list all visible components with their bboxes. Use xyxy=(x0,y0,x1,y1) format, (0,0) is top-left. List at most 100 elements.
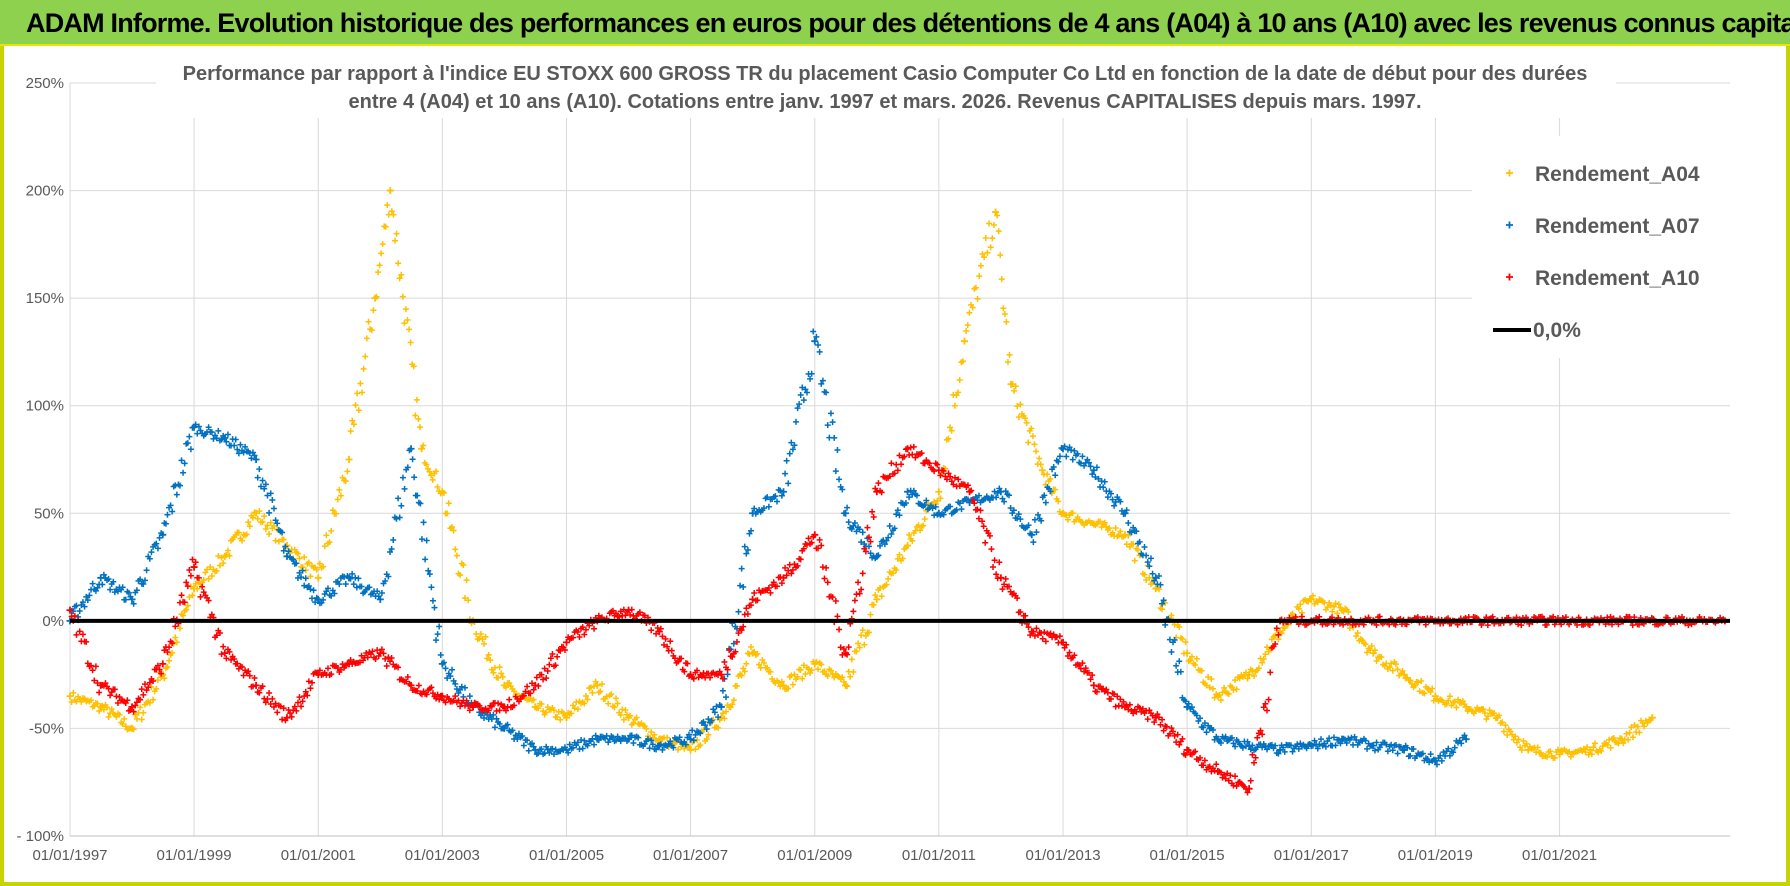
y-tick-label: 250% xyxy=(26,75,64,92)
header-title: ADAM Informe. Evolution historique des p… xyxy=(26,8,1790,38)
data-point xyxy=(1028,425,1035,432)
data-point xyxy=(943,476,950,483)
data-point xyxy=(741,543,748,550)
data-point xyxy=(544,667,551,674)
data-point xyxy=(995,228,1002,235)
data-point xyxy=(187,446,194,453)
data-point xyxy=(1416,688,1423,695)
data-point xyxy=(571,705,578,712)
data-point xyxy=(1047,630,1054,637)
data-point xyxy=(690,737,697,744)
data-point xyxy=(440,489,447,496)
data-point xyxy=(1081,668,1088,675)
data-point xyxy=(856,644,863,651)
data-point xyxy=(1089,471,1096,478)
data-point xyxy=(791,561,798,568)
data-point xyxy=(504,721,511,728)
data-point xyxy=(374,588,381,595)
data-point xyxy=(1003,318,1010,325)
data-point xyxy=(1604,741,1611,748)
data-point xyxy=(574,739,581,746)
data-point xyxy=(1636,729,1643,736)
data-point xyxy=(1074,450,1081,457)
data-point xyxy=(901,453,908,460)
data-point xyxy=(563,638,571,646)
data-point xyxy=(598,681,605,688)
data-point xyxy=(1644,719,1651,726)
data-point xyxy=(218,554,225,561)
data-point xyxy=(1264,746,1271,753)
data-point xyxy=(1309,592,1316,599)
data-point xyxy=(1193,655,1200,662)
data-point xyxy=(823,564,830,571)
data-point xyxy=(937,495,944,502)
data-point xyxy=(1058,444,1065,451)
data-point xyxy=(582,626,589,633)
data-point xyxy=(1433,761,1440,768)
data-point xyxy=(1544,753,1551,760)
data-point xyxy=(409,456,416,463)
data-point xyxy=(1316,613,1323,620)
data-point xyxy=(780,681,788,689)
data-point xyxy=(187,572,194,579)
data-point xyxy=(251,452,258,459)
data-point xyxy=(231,442,238,449)
data-point xyxy=(541,665,548,672)
data-point xyxy=(1064,653,1071,660)
data-point xyxy=(491,724,498,731)
data-point xyxy=(984,249,991,256)
data-point xyxy=(1208,768,1215,775)
data-point xyxy=(894,467,901,474)
data-point xyxy=(1149,570,1156,577)
data-point xyxy=(1264,707,1271,714)
data-point xyxy=(682,741,689,748)
data-point xyxy=(189,592,196,599)
data-point xyxy=(1029,433,1036,440)
data-point xyxy=(546,661,553,668)
data-point xyxy=(692,746,699,753)
data-point xyxy=(251,674,258,681)
data-point xyxy=(1534,744,1541,751)
data-point xyxy=(902,500,909,507)
data-point xyxy=(780,488,788,496)
data-point xyxy=(499,673,506,680)
data-point xyxy=(272,517,279,524)
data-point xyxy=(208,572,215,579)
data-point xyxy=(986,532,993,539)
data-point xyxy=(1462,735,1470,743)
data-point xyxy=(336,486,343,493)
data-point xyxy=(855,579,862,586)
data-point xyxy=(329,507,336,514)
data-point xyxy=(694,667,701,674)
grid xyxy=(69,82,1730,837)
data-point xyxy=(1128,529,1135,536)
data-point xyxy=(1430,756,1437,763)
data-point xyxy=(1125,532,1132,539)
data-point xyxy=(1154,711,1161,718)
data-point xyxy=(1407,677,1414,684)
data-point xyxy=(376,595,384,603)
data-point xyxy=(1014,403,1021,410)
data-point xyxy=(1249,751,1256,758)
data-point xyxy=(1262,700,1269,707)
data-point xyxy=(1335,736,1342,743)
data-point xyxy=(1368,742,1375,749)
data-point xyxy=(1255,665,1262,672)
data-point xyxy=(867,538,874,545)
data-point xyxy=(886,473,893,480)
data-point xyxy=(948,427,955,434)
data-point xyxy=(1419,750,1426,757)
data-point xyxy=(889,570,896,577)
data-point xyxy=(305,559,312,566)
data-point xyxy=(827,667,834,674)
data-point xyxy=(770,579,777,586)
data-point xyxy=(1068,447,1075,454)
data-point xyxy=(748,644,755,651)
data-point xyxy=(1213,761,1220,768)
data-point xyxy=(122,596,129,603)
data-point xyxy=(904,488,912,496)
data-point xyxy=(1079,453,1086,460)
data-point xyxy=(283,542,291,550)
data-point xyxy=(73,631,80,638)
data-point xyxy=(270,703,277,710)
